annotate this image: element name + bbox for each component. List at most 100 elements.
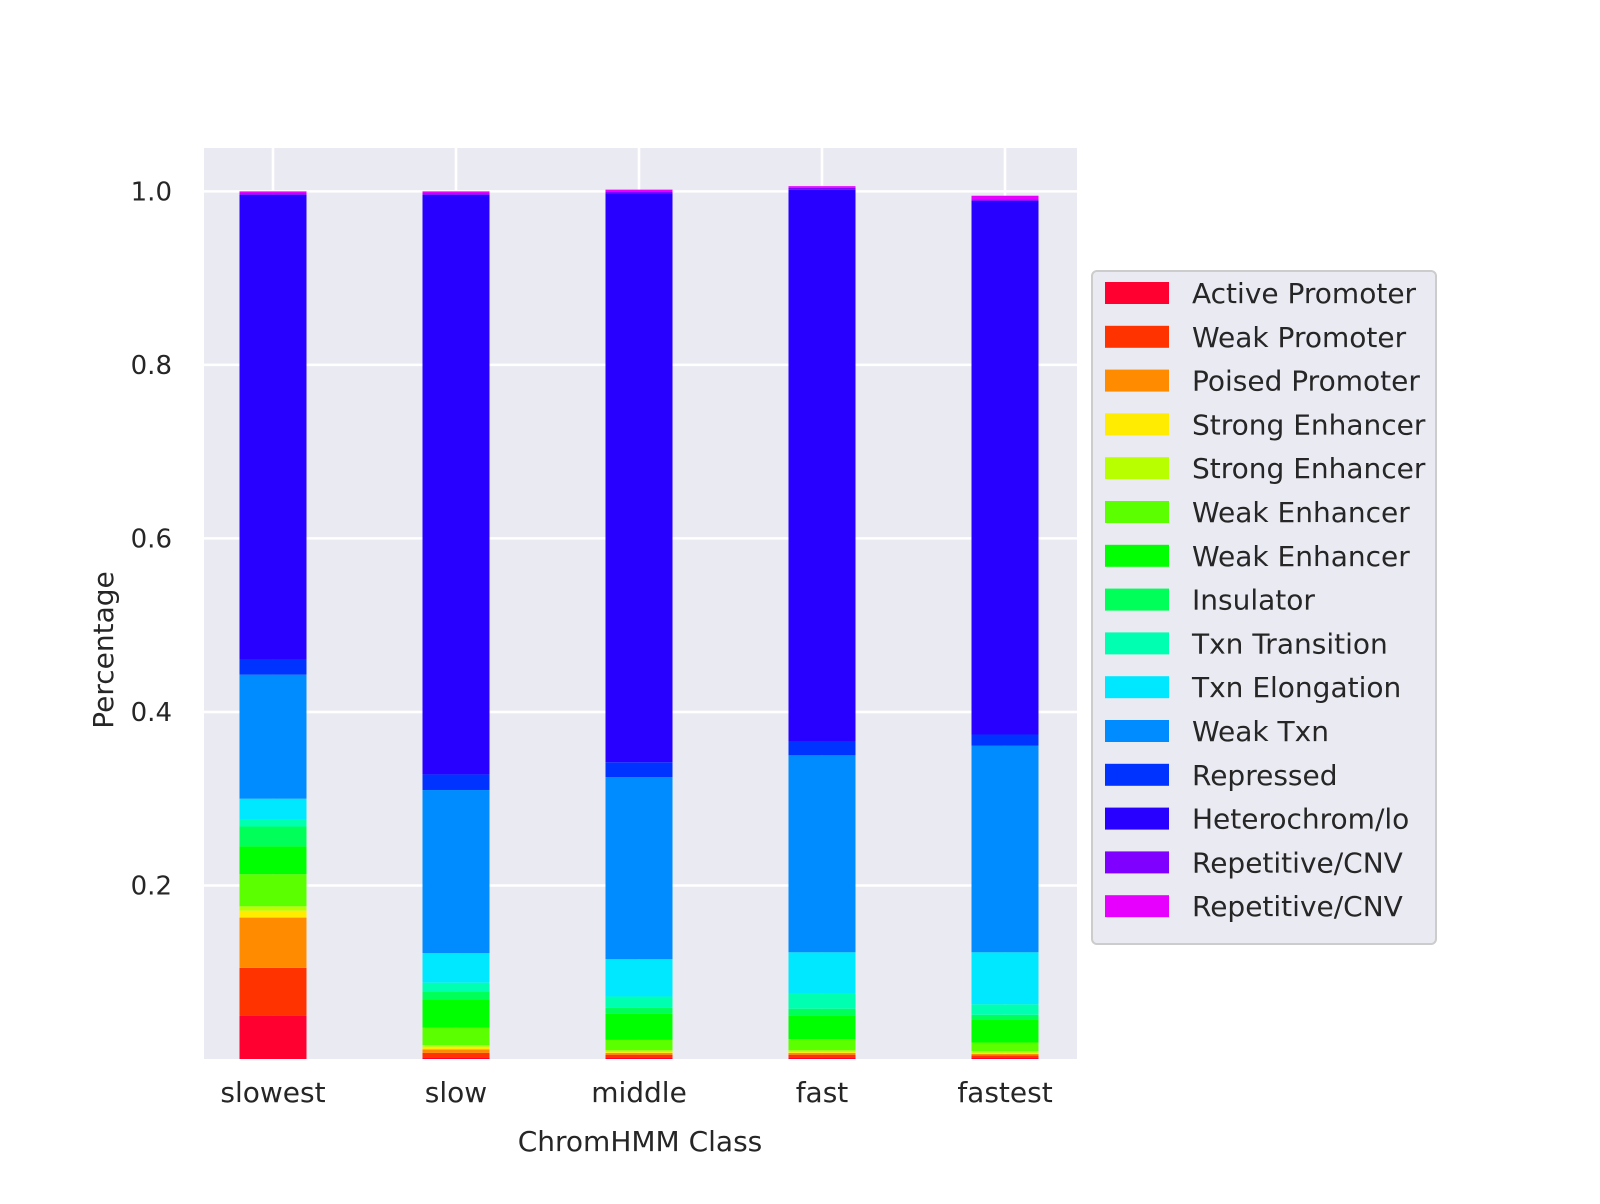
bar-segment bbox=[239, 826, 307, 847]
legend-label: Repetitive/CNV bbox=[1192, 846, 1403, 879]
legend-label: Txn Elongation bbox=[1191, 671, 1401, 704]
legend-label: Weak Enhancer bbox=[1192, 496, 1410, 529]
legend-swatch bbox=[1105, 282, 1169, 304]
legend-item: Strong Enhancer bbox=[1105, 408, 1426, 441]
bar-segment bbox=[239, 193, 307, 195]
legend-swatch bbox=[1105, 413, 1169, 436]
bar-segment bbox=[971, 745, 1039, 953]
bar-segment bbox=[422, 1046, 490, 1050]
bar-segment bbox=[788, 1052, 856, 1053]
bar-segment bbox=[422, 982, 490, 992]
legend-label: Strong Enhancer bbox=[1192, 452, 1426, 485]
legend-swatch bbox=[1105, 325, 1169, 348]
y-tick-label: 0.6 bbox=[131, 524, 172, 554]
bar-segment bbox=[239, 967, 307, 1016]
bar-segment bbox=[971, 1019, 1039, 1043]
bar-segment bbox=[239, 674, 307, 799]
bar-segment bbox=[605, 1039, 673, 1051]
bar-segment bbox=[971, 1051, 1039, 1053]
bar-segment bbox=[605, 1013, 673, 1040]
bar-segment bbox=[422, 1000, 490, 1028]
legend-item: Repetitive/CNV bbox=[1105, 846, 1403, 879]
x-tick-label: middle bbox=[591, 1076, 687, 1109]
bar-segment bbox=[971, 1014, 1039, 1020]
bar-segment bbox=[971, 1057, 1039, 1059]
bar-segment bbox=[788, 755, 856, 953]
bar-segment bbox=[605, 762, 673, 778]
legend-label: Txn Transition bbox=[1191, 627, 1388, 660]
legend-item: Weak Promoter bbox=[1105, 321, 1407, 354]
legend-label: Weak Txn bbox=[1192, 715, 1329, 748]
bar-segment bbox=[422, 1052, 490, 1058]
legend-item: Poised Promoter bbox=[1105, 365, 1420, 398]
bar-segment bbox=[788, 741, 856, 756]
bar-segment bbox=[239, 1015, 307, 1059]
legend-label: Weak Promoter bbox=[1192, 321, 1407, 354]
x-tick-labels: slowest slow middle fast fastest bbox=[220, 1076, 1052, 1109]
bar-segment bbox=[788, 993, 856, 1009]
legend-item: Weak Txn bbox=[1105, 715, 1329, 748]
bar-segment bbox=[971, 1042, 1039, 1052]
legend-item: Repressed bbox=[1105, 759, 1338, 792]
bar-segment bbox=[239, 819, 307, 827]
bar-segment bbox=[971, 734, 1039, 746]
bar-segment bbox=[788, 1052, 856, 1055]
bar-segment bbox=[239, 906, 307, 911]
bar-segment bbox=[605, 1050, 673, 1053]
bar-segment bbox=[788, 1008, 856, 1016]
legend-item: Weak Enhancer bbox=[1105, 496, 1410, 529]
legend-label: Strong Enhancer bbox=[1192, 408, 1426, 441]
y-tick-label: 0.2 bbox=[131, 871, 172, 901]
bar-segment bbox=[422, 991, 490, 1001]
bar-segment bbox=[239, 191, 307, 194]
bar-segment bbox=[605, 996, 673, 1008]
legend-item: Active Promoter bbox=[1105, 277, 1417, 310]
legend-item: Weak Enhancer bbox=[1105, 540, 1410, 573]
bar-segment bbox=[605, 777, 673, 960]
bar-segment bbox=[239, 194, 307, 660]
bar-segment bbox=[971, 1053, 1039, 1056]
bar-segment bbox=[422, 953, 490, 983]
bar-segment bbox=[971, 1004, 1039, 1015]
legend-label: Heterochrom/lo bbox=[1192, 803, 1409, 836]
bar-segment bbox=[422, 1049, 490, 1053]
bar-segment bbox=[971, 1055, 1039, 1058]
x-axis-label: ChromHMM Class bbox=[518, 1125, 763, 1158]
bar-stack-slowest bbox=[239, 191, 307, 1059]
bar-segment bbox=[788, 186, 856, 188]
bar-segment bbox=[788, 1057, 856, 1059]
bar-segment bbox=[788, 1039, 856, 1051]
bar-segment bbox=[788, 952, 856, 994]
bar-segment bbox=[788, 189, 856, 742]
legend-swatch bbox=[1105, 851, 1169, 874]
bar-segment bbox=[788, 1050, 856, 1053]
x-tick-label: slowest bbox=[220, 1076, 325, 1109]
legend-item: Repetitive/CNV bbox=[1105, 890, 1403, 923]
legend-item: Txn Elongation bbox=[1105, 671, 1401, 704]
x-tick-label: fast bbox=[796, 1076, 849, 1109]
bar-stack-middle bbox=[605, 189, 673, 1059]
bar-stack-slow bbox=[422, 191, 490, 1059]
legend-label: Repetitive/CNV bbox=[1192, 890, 1403, 923]
bar-segment bbox=[239, 874, 307, 907]
legend-label: Repressed bbox=[1192, 759, 1338, 792]
legend-swatch bbox=[1105, 895, 1169, 918]
legend-swatch bbox=[1105, 501, 1169, 523]
bar-segment bbox=[605, 1054, 673, 1058]
legend-swatch bbox=[1105, 369, 1169, 392]
legend-swatch bbox=[1105, 588, 1169, 611]
y-tick-label: 0.8 bbox=[131, 351, 172, 381]
bar-segment bbox=[605, 1052, 673, 1055]
y-axis-label: Percentage bbox=[87, 571, 120, 729]
legend: Active Promoter Weak Promoter Poised Promo… bbox=[1091, 270, 1437, 945]
y-tick-label: 0.4 bbox=[131, 698, 172, 728]
x-tick-label: slow bbox=[425, 1076, 487, 1109]
bar-segment bbox=[971, 199, 1039, 201]
bar-segment bbox=[788, 1054, 856, 1058]
bar-segment bbox=[971, 952, 1039, 1005]
y-tick-labels: 0.2 0.4 0.6 0.8 1.0 bbox=[131, 177, 172, 901]
bar-segment bbox=[239, 917, 307, 968]
legend-swatch bbox=[1105, 763, 1169, 786]
bar-segment bbox=[422, 193, 490, 195]
